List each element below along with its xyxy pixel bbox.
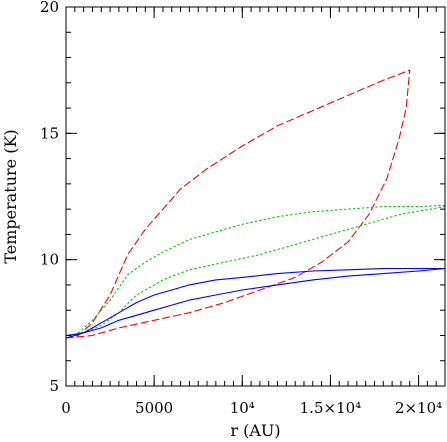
y-tick-label: 15: [40, 124, 59, 142]
x-tick-label: 10⁴: [230, 399, 255, 417]
x-tick-label: 2×10⁴: [395, 399, 442, 417]
series-line-2: [65, 69, 411, 339]
x-tick-label: 0: [61, 399, 71, 417]
y-tick-label: 20: [40, 0, 59, 16]
series-line-1: [65, 69, 411, 339]
series-line-3: [65, 204, 446, 339]
x-tick-label: 1.5×10⁴: [300, 399, 362, 417]
plot-frame: [65, 6, 446, 387]
ticks-layer: [65, 6, 446, 387]
series-line-5: [65, 267, 446, 339]
x-axis-title: r (AU): [230, 421, 280, 440]
series-line-4: [65, 206, 446, 339]
x-tick-label: 5000: [135, 399, 173, 417]
y-axis-title: Temperature (K): [1, 129, 20, 263]
y-tick-label: 10: [40, 251, 59, 269]
series-line-6: [65, 267, 446, 337]
labels-layer: 0 5000 10⁴ 1.5×10⁴ 2×10⁴ 5 10 15 20: [40, 0, 442, 417]
y-tick-label: 5: [49, 377, 59, 395]
series-layer: [65, 69, 446, 339]
